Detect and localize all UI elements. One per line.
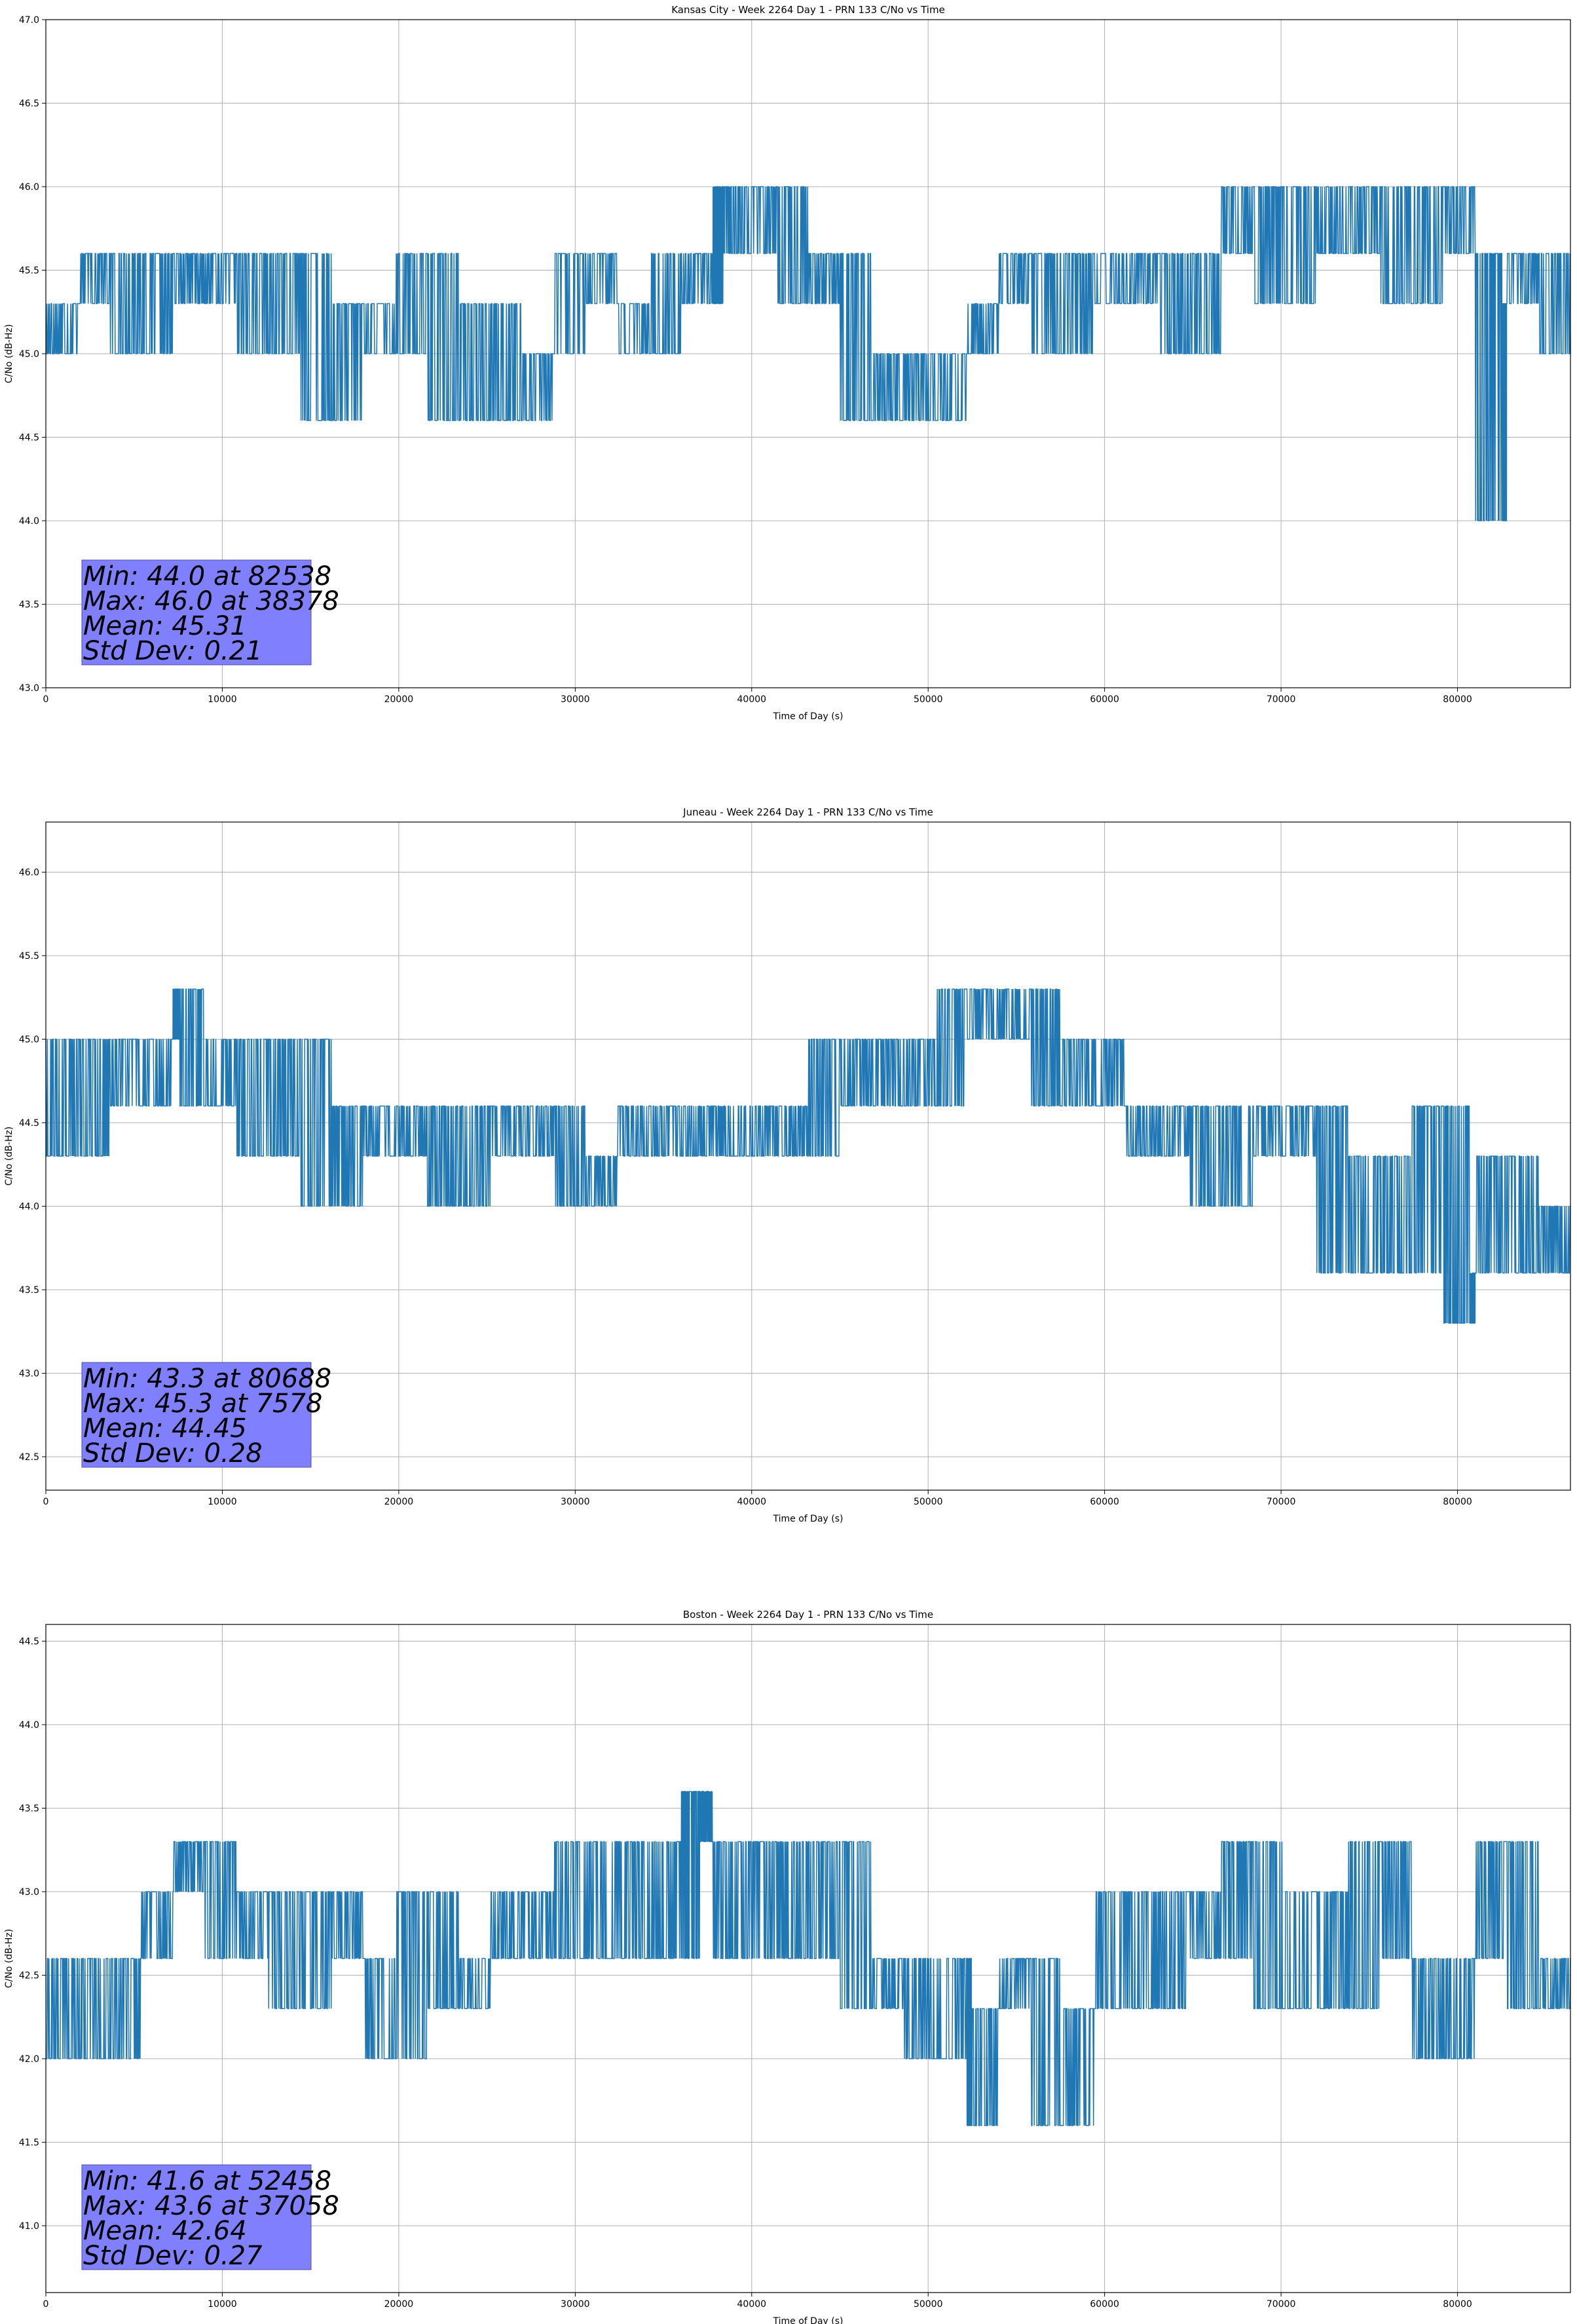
stats-line: Min: 43.3 at 80688 [83,1364,331,1394]
y-tick-label: 43.5 [19,1285,39,1296]
x-tick-label: 80000 [1443,2299,1472,2310]
x-tick-label: 10000 [208,1497,237,1507]
stats-line: Max: 43.6 at 37058 [83,2191,339,2221]
x-tick-label: 10000 [208,2299,237,2310]
stats-box [81,2164,312,2270]
chart-1: Juneau - Week 2264 Day 1 - PRN 133 C/No … [4,806,1571,1524]
x-tick-label: 30000 [561,1497,590,1507]
chart-0: Kansas City - Week 2264 Day 1 - PRN 133 … [4,4,1571,722]
x-tick-label: 40000 [737,694,767,705]
y-tick-label: 46.0 [19,182,39,193]
chart-2: Boston - Week 2264 Day 1 - PRN 133 C/No … [4,1609,1571,2324]
plot-frame [45,821,1571,1491]
y-tick-label: 42.5 [19,1971,39,1981]
x-tick-label: 40000 [737,2299,767,2310]
x-tick-label: 70000 [1267,1497,1296,1507]
stats-line: Std Dev: 0.28 [83,1438,263,1469]
x-axis-label: Time of Day (s) [773,2316,844,2324]
x-tick-label: 50000 [914,694,943,705]
x-tick-label: 10000 [208,694,237,705]
x-axis-label: Time of Day (s) [773,1514,844,1524]
stats-box [81,1362,312,1468]
y-axis-label: C/No (dB-Hz) [4,1127,14,1186]
y-tick-label: 43.5 [19,1804,39,1814]
chart-title: Kansas City - Week 2264 Day 1 - PRN 133 … [671,4,945,16]
x-tick-label: 60000 [1090,2299,1119,2310]
y-tick-label: 47.0 [19,15,39,26]
y-tick-label: 44.0 [19,1720,39,1731]
x-tick-label: 70000 [1267,2299,1296,2310]
stats-line: Mean: 44.45 [83,1414,247,1444]
x-tick-label: 80000 [1443,694,1472,705]
x-tick-label: 30000 [561,2299,590,2310]
cno-series-line [46,1791,1571,2126]
y-tick-label: 42.5 [19,1452,39,1463]
y-tick-label: 41.5 [19,2138,39,2148]
stats-box [81,559,312,665]
x-tick-label: 20000 [384,694,414,705]
x-axis-label: Time of Day (s) [773,711,844,722]
x-tick-label: 20000 [384,2299,414,2310]
x-tick-label: 20000 [384,1497,414,1507]
y-tick-label: 43.0 [19,1887,39,1898]
y-tick-label: 46.0 [19,868,39,878]
x-tick-label: 0 [43,1497,49,1507]
y-axis-label: C/No (dB-Hz) [4,1929,14,1988]
x-tick-label: 50000 [914,1497,943,1507]
stats-line: Max: 45.3 at 7578 [83,1389,322,1419]
y-tick-label: 44.5 [19,1637,39,1647]
y-tick-label: 43.0 [19,683,39,694]
x-tick-label: 60000 [1090,1497,1119,1507]
y-tick-label: 45.5 [19,266,39,276]
y-tick-label: 41.0 [19,2221,39,2232]
y-tick-label: 45.5 [19,951,39,962]
y-tick-label: 44.0 [19,516,39,527]
cno-series-line [45,988,1570,1324]
chart-title: Boston - Week 2264 Day 1 - PRN 133 C/No … [683,1609,933,1621]
y-tick-label: 42.0 [19,2054,39,2065]
x-tick-label: 60000 [1090,694,1119,705]
stats-line: Std Dev: 0.27 [83,2241,263,2271]
y-tick-label: 46.5 [19,99,39,109]
y-tick-label: 45.0 [19,349,39,360]
y-tick-label: 44.0 [19,1202,39,1212]
x-tick-label: 50000 [914,2299,943,2310]
y-tick-label: 44.5 [19,433,39,443]
stats-line: Mean: 42.64 [83,2216,247,2246]
x-tick-label: 80000 [1443,1497,1472,1507]
y-tick-label: 44.5 [19,1118,39,1129]
y-tick-label: 43.0 [19,1369,39,1379]
stats-line: Min: 41.6 at 52458 [83,2166,331,2196]
plot-frame [45,1624,1571,2293]
y-axis-label: C/No (dB-Hz) [4,324,14,383]
x-tick-label: 30000 [561,694,590,705]
chart-title: Juneau - Week 2264 Day 1 - PRN 133 C/No … [682,806,933,818]
stats-line: Min: 44.0 at 82538 [83,561,331,591]
stats-line: Std Dev: 0.21 [83,636,263,666]
y-tick-label: 43.5 [19,600,39,610]
x-tick-label: 70000 [1267,694,1296,705]
stats-line: Mean: 45.31 [83,611,247,641]
y-tick-label: 45.0 [19,1035,39,1045]
x-tick-label: 40000 [737,1497,767,1507]
stats-line: Max: 46.0 at 38378 [83,586,339,616]
x-tick-label: 0 [43,2299,49,2310]
x-tick-label: 0 [43,694,49,705]
cno-series-line [46,186,1571,521]
